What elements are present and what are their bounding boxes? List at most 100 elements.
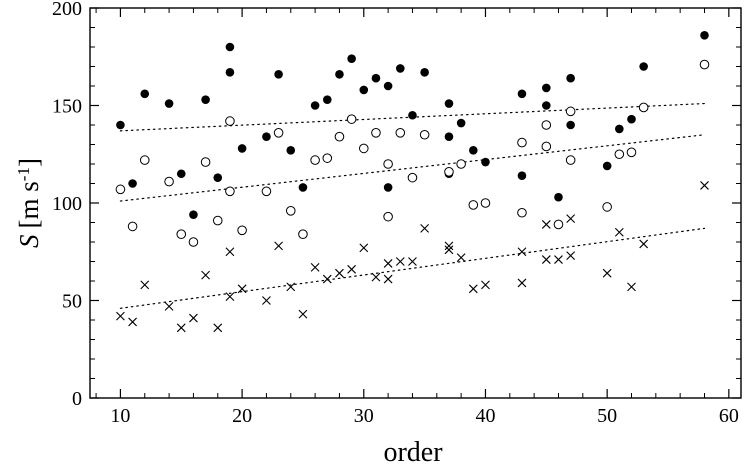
- data-point-cross: [164, 301, 174, 311]
- data-point-cross: [541, 255, 551, 264]
- data-point-filled: [395, 64, 405, 73]
- data-point-cross: [213, 323, 223, 333]
- data-point-cross: [444, 245, 454, 255]
- data-point-cross: [700, 181, 709, 190]
- data-point-cross: [310, 262, 320, 272]
- data-point-cross: [225, 247, 235, 257]
- data-point-cross: [517, 247, 527, 257]
- data-point-open: [127, 221, 138, 232]
- data-point-open: [614, 149, 625, 160]
- data-point-open: [383, 159, 393, 169]
- data-point-open: [139, 155, 150, 165]
- data-point-open: [395, 128, 406, 138]
- data-point-filled: [335, 70, 344, 79]
- data-point-filled: [566, 73, 575, 83]
- data-point-filled: [566, 120, 575, 130]
- data-point-filled: [201, 95, 210, 104]
- data-point-cross: [298, 309, 308, 319]
- data-point-open: [358, 143, 369, 154]
- x-tick-label: 20: [232, 405, 252, 427]
- data-point-open: [298, 229, 308, 239]
- data-point-open: [419, 129, 430, 140]
- data-point-cross: [322, 274, 332, 284]
- y-tick-label: 0: [72, 388, 82, 410]
- data-point-cross: [602, 268, 612, 278]
- data-point-filled: [274, 70, 283, 79]
- data-point-cross: [359, 243, 369, 253]
- data-point-filled: [298, 183, 308, 192]
- data-point-filled: [517, 89, 527, 99]
- data-point-open: [602, 202, 612, 212]
- data-point-filled: [456, 118, 466, 128]
- data-point-filled: [140, 89, 150, 99]
- data-point-open: [371, 128, 381, 138]
- data-point-cross: [517, 278, 527, 288]
- data-point-filled: [189, 210, 198, 219]
- data-point-cross: [566, 214, 576, 223]
- data-point-cross: [176, 323, 186, 333]
- trend-line: [119, 227, 706, 309]
- y-tick-label: 100: [52, 193, 82, 215]
- data-point-open: [225, 116, 235, 126]
- data-point-filled: [383, 81, 393, 91]
- data-point-filled: [420, 68, 429, 77]
- data-point-cross: [140, 280, 150, 290]
- data-point-cross: [274, 241, 283, 251]
- data-point-cross: [189, 313, 198, 323]
- data-point-filled: [639, 62, 648, 71]
- data-point-open: [444, 167, 454, 177]
- data-point-cross: [237, 284, 247, 294]
- data-point-cross: [566, 251, 576, 261]
- data-point-cross: [627, 282, 636, 292]
- tick-labels: 10 20 30 40 50 60 0 50 100 150 200: [52, 0, 739, 427]
- data-point-filled: [225, 42, 235, 52]
- data-point-filled: [602, 161, 612, 171]
- data-point-open: [225, 186, 235, 197]
- data-point-filled: [371, 73, 381, 83]
- data-point-open: [273, 128, 284, 138]
- data-point-cross: [262, 296, 271, 305]
- data-point-open: [407, 172, 418, 183]
- data-point-cross: [201, 270, 210, 280]
- y-axis-unit-close: ]: [14, 158, 44, 167]
- x-tick-label: 10: [110, 405, 130, 427]
- data-point-open: [626, 147, 637, 158]
- data-point-filled: [347, 54, 356, 63]
- data-point-open: [261, 186, 272, 197]
- data-point-cross: [444, 241, 454, 251]
- data-point-cross: [128, 317, 137, 327]
- x-axis-title: order: [383, 437, 443, 467]
- data-point-cross: [456, 253, 466, 262]
- y-tick-label: 150: [52, 96, 82, 118]
- data-point-filled: [164, 99, 174, 108]
- data-point-cross: [286, 282, 296, 292]
- data-point-cross: [225, 292, 235, 301]
- data-point-cross: [395, 257, 405, 266]
- data-point-cross: [383, 274, 393, 284]
- data-point-open: [565, 106, 576, 117]
- y-tick-label: 200: [52, 0, 82, 20]
- data-point-filled: [237, 144, 247, 153]
- data-point-filled: [128, 179, 137, 188]
- y-axis-symbol: S: [14, 234, 44, 248]
- data-point-cross: [420, 223, 430, 233]
- data-point-cross: [639, 239, 649, 249]
- data-point-filled: [383, 183, 393, 192]
- y-tick-label: 50: [62, 291, 82, 313]
- data-point-cross: [347, 264, 357, 274]
- data-point-open: [553, 219, 564, 230]
- data-point-filled: [542, 101, 551, 110]
- data-point-filled: [481, 157, 490, 167]
- data-point-filled: [468, 146, 478, 155]
- data-point-open: [541, 120, 552, 130]
- data-point-filled: [116, 120, 125, 130]
- data-point-open: [468, 200, 479, 210]
- data-point-cross: [481, 280, 490, 290]
- data-point-open: [285, 206, 296, 216]
- data-point-open: [517, 137, 527, 148]
- data-point-open: [188, 237, 199, 247]
- data-point-open: [200, 157, 211, 167]
- data-point-filled: [225, 68, 235, 77]
- data-point-open: [322, 153, 333, 163]
